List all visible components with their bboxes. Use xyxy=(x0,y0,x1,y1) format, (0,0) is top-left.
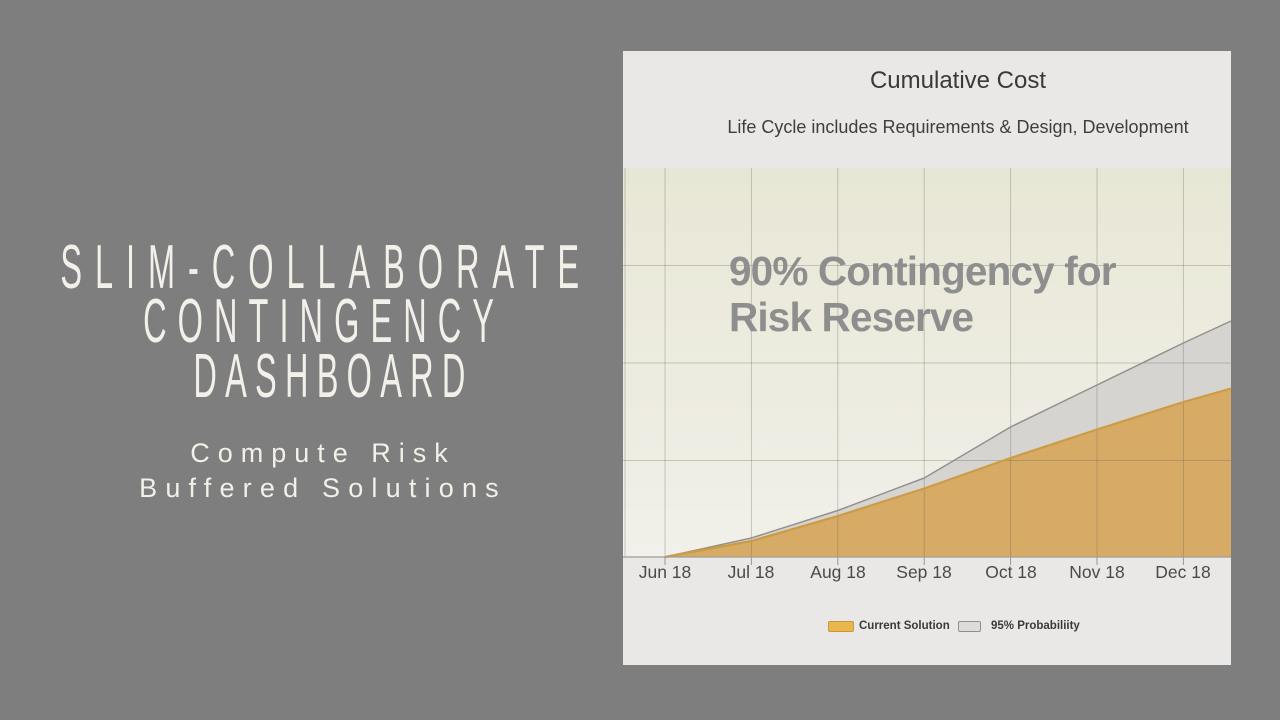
svg-text:Risk Reserve: Risk Reserve xyxy=(729,294,974,340)
svg-text:90% Contingency for: 90% Contingency for xyxy=(729,248,1117,294)
